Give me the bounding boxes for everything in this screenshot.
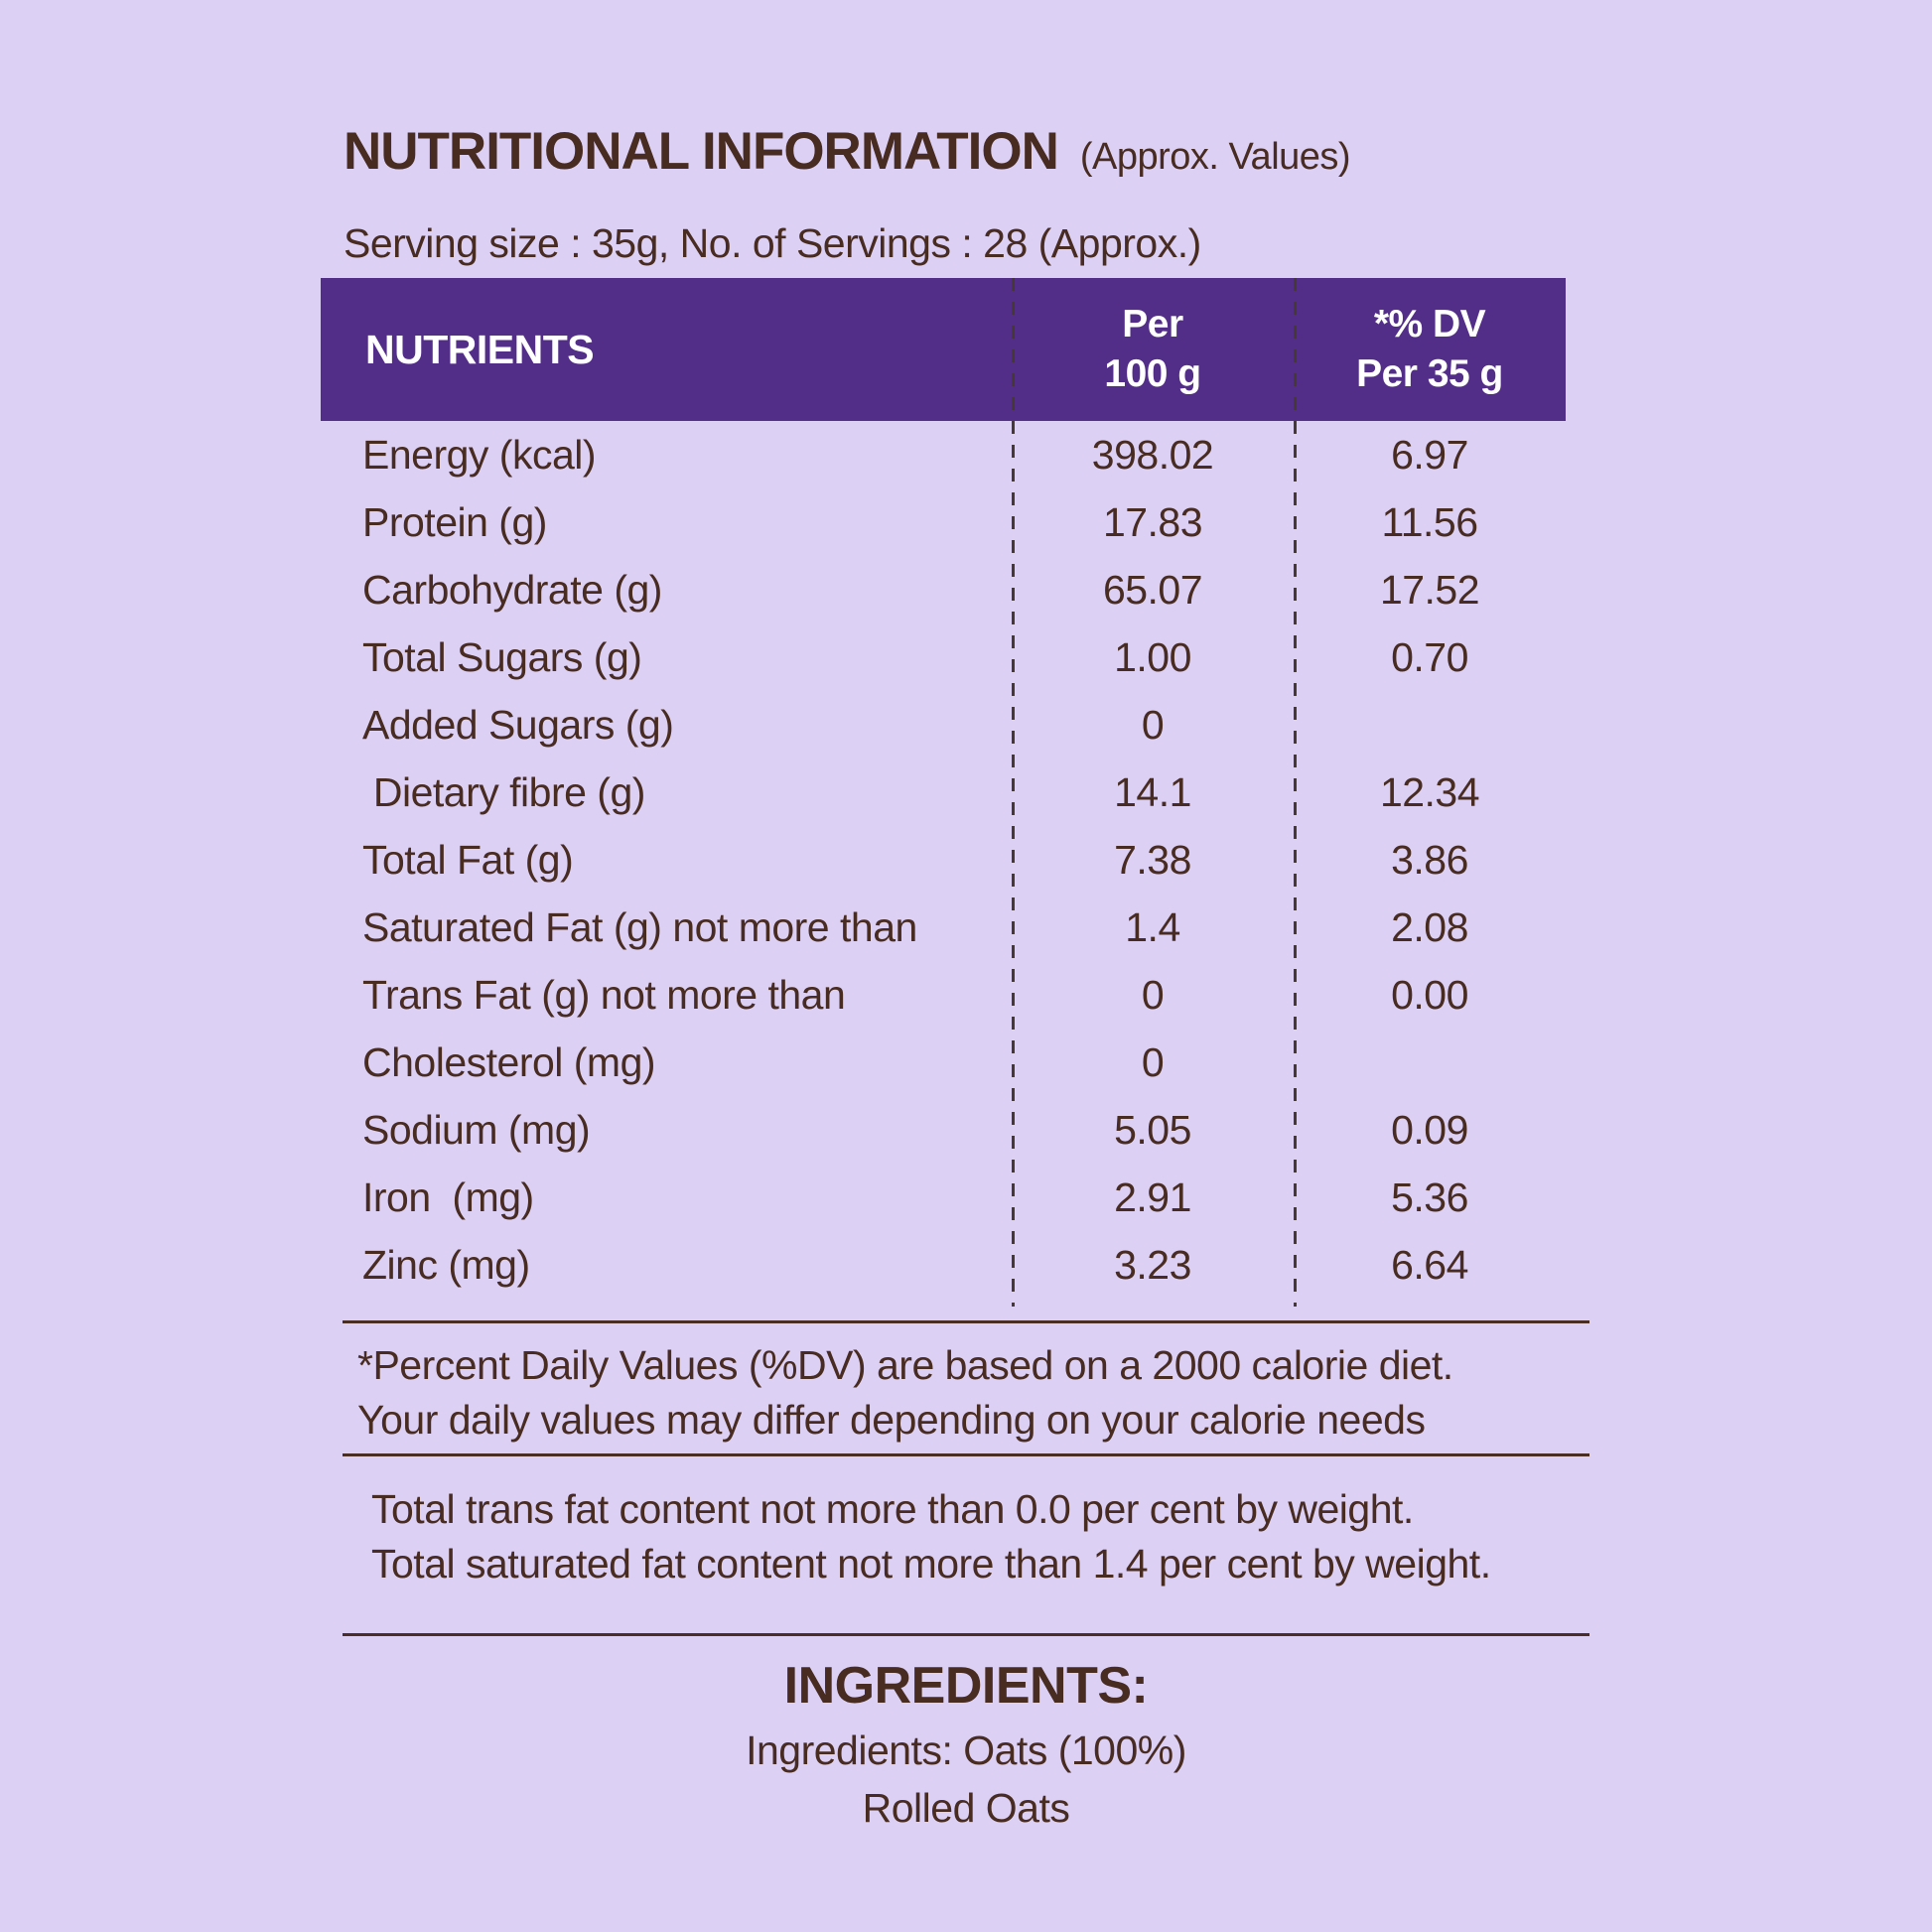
nutrient-label: Trans Fat (g) not more than xyxy=(362,971,846,1018)
nutrient-label: Total Fat (g) xyxy=(362,836,574,883)
ingredients-line2: Rolled Oats xyxy=(862,1785,1070,1831)
table-row: Sodium (mg) 5.05 0.09 xyxy=(321,1096,1566,1164)
nutrient-label: Iron (mg) xyxy=(362,1173,534,1220)
per-100g-value: 5.05 xyxy=(1114,1106,1191,1153)
table-row: Trans Fat (g) not more than 0 0.00 xyxy=(321,961,1566,1029)
column-header-dv-line1: *% DV xyxy=(1373,303,1486,345)
serving-size-line: Serving size : 35g, No. of Servings : 28… xyxy=(344,220,1201,266)
nutrition-table: NUTRIENTS Per 100 g *% DV Per 35 g Energ… xyxy=(321,278,1566,1299)
horizontal-rule xyxy=(343,1633,1589,1636)
per-100g-value: 65.07 xyxy=(1102,566,1203,613)
table-row: Energy (kcal) 398.02 6.97 xyxy=(321,421,1566,488)
per-100g-value: 1.4 xyxy=(1125,903,1180,950)
table-row: Zinc (mg) 3.23 6.64 xyxy=(321,1231,1566,1299)
dv-footnote-line1: *Percent Daily Values (%DV) are based on… xyxy=(357,1342,1453,1388)
table-row: Cholesterol (mg) 0 xyxy=(321,1029,1566,1096)
dv-value: 3.86 xyxy=(1391,836,1468,883)
table-body: Energy (kcal) 398.02 6.97 Protein (g) 17… xyxy=(321,421,1566,1299)
table-row: Total Fat (g) 7.38 3.86 xyxy=(321,826,1566,894)
column-divider-dashed xyxy=(1012,278,1015,1307)
column-header-per-100g: Per 100 g xyxy=(1012,278,1294,421)
page-title-row: NUTRITIONAL INFORMATION (Approx. Values) xyxy=(344,121,1351,182)
column-header-nutrients: NUTRIENTS xyxy=(365,326,595,372)
nutrient-label: Protein (g) xyxy=(362,498,547,545)
horizontal-rule xyxy=(343,1453,1589,1456)
nutrient-label: Saturated Fat (g) not more than xyxy=(362,903,917,950)
table-row: Protein (g) 17.83 11.56 xyxy=(321,488,1566,556)
per-100g-value: 0 xyxy=(1141,971,1165,1018)
dv-value: 5.36 xyxy=(1391,1173,1468,1220)
table-row: Carbohydrate (g) 65.07 17.52 xyxy=(321,556,1566,623)
nutrient-label: Energy (kcal) xyxy=(362,431,597,478)
ingredients-line1: Ingredients: Oats (100%) xyxy=(746,1727,1186,1773)
dv-value: 0.09 xyxy=(1391,1106,1468,1153)
per-100g-value: 14.1 xyxy=(1114,768,1191,815)
per-100g-value: 3.23 xyxy=(1114,1241,1191,1288)
dv-value: 6.97 xyxy=(1391,431,1468,478)
table-row: Dietary fibre (g) 14.1 12.34 xyxy=(321,759,1566,826)
per-100g-value: 1.00 xyxy=(1114,633,1191,680)
table-row: Total Sugars (g) 1.00 0.70 xyxy=(321,623,1566,691)
horizontal-rule xyxy=(343,1320,1589,1323)
per-100g-value: 0 xyxy=(1141,701,1165,748)
table-row: Added Sugars (g) 0 xyxy=(321,691,1566,759)
column-header-per-100g-line1: Per xyxy=(1122,303,1183,345)
table-row: Iron (mg) 2.91 5.36 xyxy=(321,1164,1566,1231)
dv-value: 11.56 xyxy=(1381,498,1478,545)
dv-value: 2.08 xyxy=(1391,903,1468,950)
per-100g-value: 17.83 xyxy=(1102,498,1203,545)
per-100g-value: 2.91 xyxy=(1114,1173,1191,1220)
column-header-dv-per-35g: *% DV Per 35 g xyxy=(1294,278,1566,421)
table-header-row: NUTRIENTS Per 100 g *% DV Per 35 g xyxy=(321,278,1566,421)
dv-value: 6.64 xyxy=(1391,1241,1468,1288)
per-100g-value: 7.38 xyxy=(1114,836,1191,883)
column-header-per-100g-line2: 100 g xyxy=(1104,352,1201,395)
dv-value: 17.52 xyxy=(1379,566,1480,613)
page-title-suffix: (Approx. Values) xyxy=(1079,136,1351,178)
nutrient-label: Dietary fibre (g) xyxy=(362,768,646,815)
dv-value: 0.00 xyxy=(1391,971,1468,1018)
column-divider-dashed xyxy=(1294,278,1297,1307)
nutrient-label: Zinc (mg) xyxy=(362,1241,530,1288)
trans-fat-note: Total trans fat content not more than 0.… xyxy=(371,1486,1414,1532)
column-header-dv-line2: Per 35 g xyxy=(1356,352,1503,395)
dv-footnote-line2: Your daily values may differ depending o… xyxy=(357,1397,1426,1443)
per-100g-value: 0 xyxy=(1141,1038,1165,1085)
ingredients-heading: INGREDIENTS: xyxy=(783,1657,1149,1715)
dv-value: 0.70 xyxy=(1391,633,1468,680)
nutrient-label: Total Sugars (g) xyxy=(362,633,642,680)
nutrient-label: Added Sugars (g) xyxy=(362,701,674,748)
nutrient-label: Cholesterol (mg) xyxy=(362,1038,656,1085)
page-title: NUTRITIONAL INFORMATION xyxy=(344,122,1059,181)
nutrient-label: Carbohydrate (g) xyxy=(362,566,662,613)
dv-value: 12.34 xyxy=(1379,768,1480,815)
table-row: Saturated Fat (g) not more than 1.4 2.08 xyxy=(321,894,1566,961)
per-100g-value: 398.02 xyxy=(1091,431,1214,478)
nutrient-label: Sodium (mg) xyxy=(362,1106,591,1153)
saturated-fat-note: Total saturated fat content not more tha… xyxy=(371,1541,1491,1587)
